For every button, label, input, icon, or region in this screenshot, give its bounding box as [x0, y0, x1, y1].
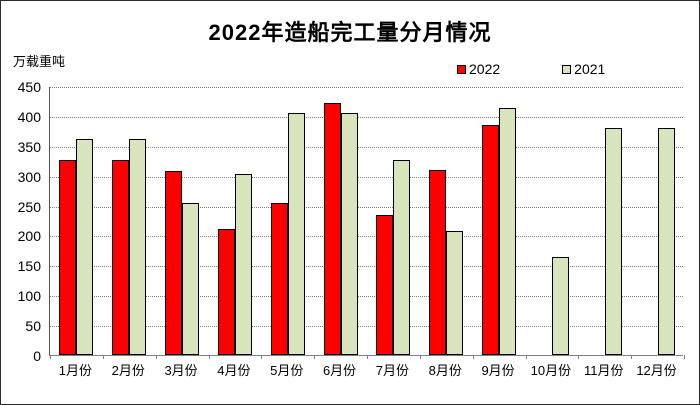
bar-2022-3月份 — [165, 171, 182, 355]
x-axis-tick — [472, 355, 474, 359]
x-axis-label-10月份: 10月份 — [530, 363, 572, 378]
x-axis-tick — [155, 355, 157, 359]
y-axis-label-100: 100 — [17, 288, 41, 305]
bar-2021-5月份 — [288, 113, 305, 355]
legend-label-2022: 2022 — [469, 61, 501, 77]
gridline-400 — [50, 116, 683, 118]
bar-2021-10月份 — [552, 257, 569, 355]
bar-2021-4月份 — [235, 174, 252, 355]
x-axis-label-5月份: 5月份 — [270, 363, 304, 378]
y-axis-label-50: 50 — [25, 318, 41, 335]
bar-2021-7月份 — [393, 160, 410, 355]
y-axis-label-200: 200 — [17, 228, 41, 245]
bar-2022-5月份 — [271, 203, 288, 355]
y-axis-label-150: 150 — [17, 258, 41, 275]
gridline-250 — [50, 206, 683, 208]
bar-2022-1月份 — [59, 160, 76, 355]
y-axis-label-350: 350 — [17, 138, 41, 155]
x-axis-tick — [208, 355, 210, 359]
x-axis-tick — [50, 355, 51, 359]
gridline-200 — [50, 236, 683, 238]
bar-2021-3月份 — [182, 203, 199, 355]
gridline-150 — [50, 266, 683, 268]
x-axis-tick — [525, 355, 527, 359]
gridline-50 — [50, 326, 683, 328]
plot-area — [49, 87, 685, 359]
legend-swatch-2022-icon — [457, 64, 466, 74]
legend-item-2022: 2022 — [457, 61, 500, 77]
x-axis-tick — [261, 355, 263, 359]
bar-2022-4月份 — [218, 229, 235, 355]
legend: 2022 2021 — [457, 61, 605, 77]
chart-title: 2022年造船完工量分月情况 — [208, 20, 492, 45]
bar-2022-6月份 — [324, 103, 341, 355]
x-axis-tick — [367, 355, 368, 359]
y-axis-label-250: 250 — [17, 198, 41, 215]
gridline-450 — [50, 87, 683, 88]
legend-item-2021: 2021 — [562, 61, 605, 77]
bar-2021-9月份 — [499, 108, 516, 355]
gridline-300 — [50, 176, 683, 178]
x-axis-label-7月份: 7月份 — [375, 363, 410, 378]
x-axis-tick — [102, 355, 104, 359]
x-axis-tick — [419, 355, 421, 359]
bar-2021-12月份 — [658, 128, 675, 355]
x-axis-label-11月份: 11月份 — [583, 363, 624, 378]
x-axis-label-8月份: 8月份 — [428, 363, 462, 378]
x-axis-tick — [631, 355, 633, 359]
x-axis-tick — [578, 355, 580, 359]
bar-2022-8月份 — [429, 170, 446, 355]
bar-2022-2月份 — [112, 160, 129, 355]
x-axis-label-1月份: 1月份 — [58, 363, 93, 378]
y-axis-label-0: 0 — [33, 348, 41, 364]
bar-2021-11月份 — [605, 128, 622, 355]
x-axis-tick — [314, 355, 316, 359]
x-axis-label-4月份: 4月份 — [217, 363, 251, 378]
x-axis-label-9月份: 9月份 — [481, 363, 515, 378]
x-axis-label-2月份: 2月份 — [111, 363, 145, 378]
x-axis-tick — [684, 355, 685, 359]
bar-2021-1月份 — [76, 139, 93, 355]
x-axis-label-6月份: 6月份 — [322, 363, 357, 378]
y-axis-label-300: 300 — [17, 168, 41, 185]
bar-2022-7月份 — [376, 215, 393, 355]
gridline-100 — [50, 296, 683, 298]
legend-swatch-2021-icon — [562, 64, 572, 74]
bar-2022-9月份 — [482, 125, 499, 355]
y-axis-label-450: 450 — [17, 79, 41, 95]
gridline-350 — [50, 146, 683, 148]
legend-label-2021: 2021 — [574, 61, 606, 77]
bar-2021-6月份 — [341, 113, 358, 355]
x-axis-label-12月份: 12月份 — [636, 363, 677, 378]
bar-2021-2月份 — [129, 139, 146, 355]
y-axis-unit-label: 万载重吨 — [13, 54, 66, 69]
x-axis-label-3月份: 3月份 — [164, 363, 198, 378]
y-axis-label-400: 400 — [17, 108, 41, 125]
bar-2021-8月份 — [446, 231, 463, 355]
